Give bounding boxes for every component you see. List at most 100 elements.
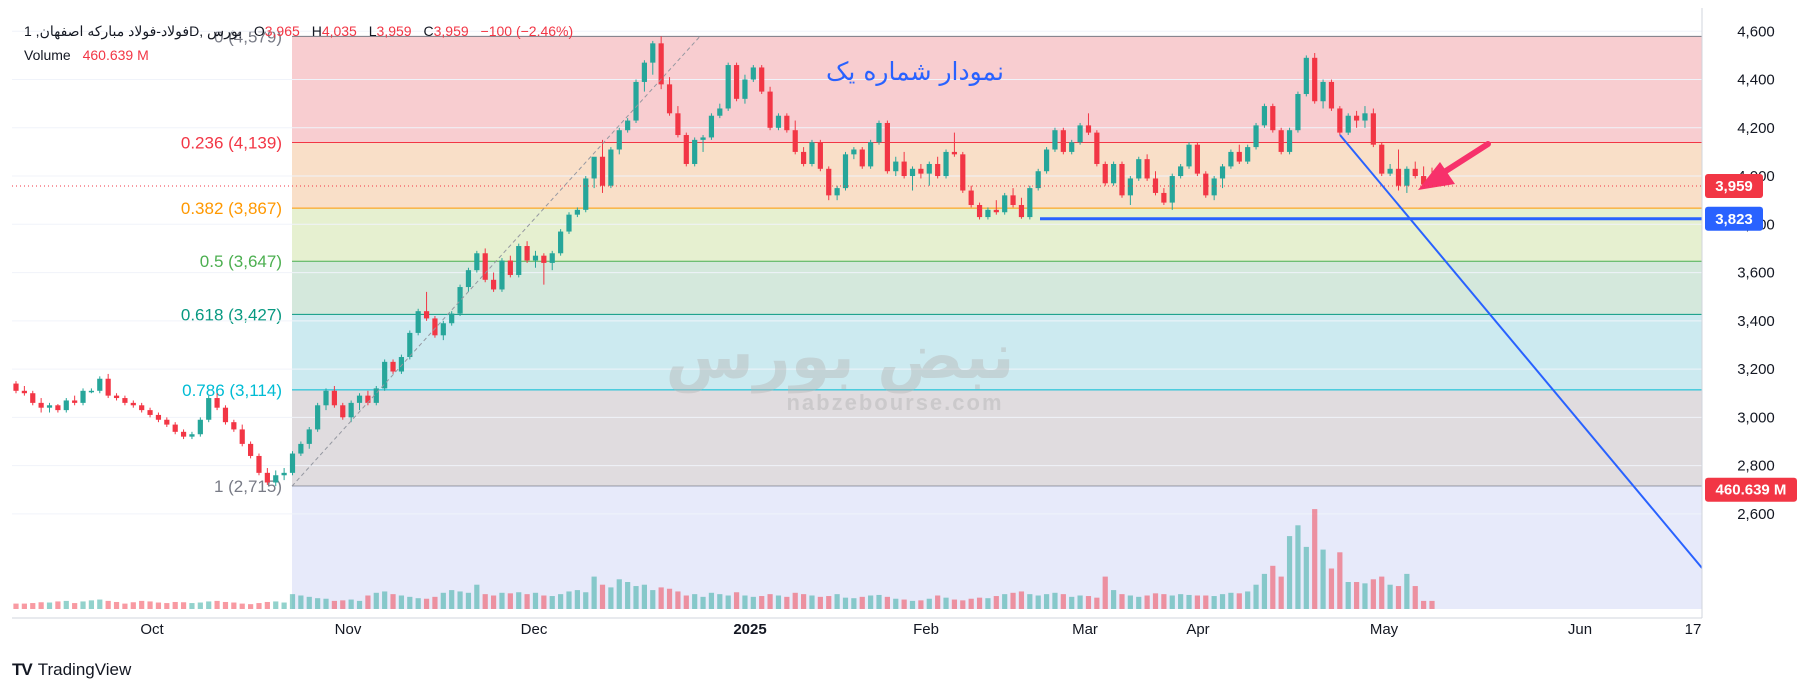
volume-bar: [507, 593, 513, 609]
fib-zone: [292, 208, 1702, 262]
arrow-shaft: [1435, 141, 1491, 179]
candle-body: [1077, 125, 1083, 143]
candle-body: [909, 168, 916, 177]
fib-zone: [292, 314, 1702, 390]
candle-body: [759, 67, 765, 92]
volume-bar: [666, 588, 673, 609]
candle-body: [1236, 151, 1242, 162]
candle-body: [1178, 166, 1184, 177]
candle-body: [775, 115, 782, 128]
volume-bar: [97, 599, 103, 609]
volume-bar: [893, 598, 899, 609]
tradingview-brand[interactable]: TV TradingView: [12, 660, 131, 680]
candle-body: [440, 323, 446, 336]
volume-bar: [717, 594, 723, 609]
candle-body: [264, 472, 270, 483]
fib-zone: [292, 389, 1702, 487]
candle-body: [1353, 115, 1360, 121]
volume-bar: [859, 596, 865, 609]
fib-zone: [292, 142, 1702, 209]
volume-bar: [809, 595, 815, 609]
volume-bar: [935, 595, 941, 609]
volume-legend[interactable]: Volume 460.639 M: [24, 47, 149, 63]
volume-bar: [641, 584, 647, 609]
volume-bar: [750, 596, 756, 609]
candle-body: [214, 398, 220, 408]
candle-body: [1194, 144, 1200, 174]
high-label: H: [311, 23, 322, 39]
volume-bar: [1253, 584, 1259, 609]
volume-bar: [792, 592, 798, 609]
volume-bar: [1395, 586, 1402, 609]
candle-body: [189, 434, 195, 437]
candle-body: [599, 156, 606, 186]
candle-body: [524, 246, 530, 261]
volume-bar: [331, 600, 337, 609]
candle-body: [926, 163, 932, 174]
volume-bar: [113, 601, 120, 609]
candle-body: [1094, 132, 1100, 164]
candle-body: [155, 414, 162, 420]
arrow-head-icon: [1418, 162, 1455, 190]
candle-body: [21, 390, 27, 394]
volume-bar: [315, 598, 321, 609]
candle-body: [281, 472, 287, 476]
volume-bar: [1002, 594, 1008, 609]
volume-bar: [558, 594, 564, 609]
candle-body: [717, 108, 723, 116]
candle-body: [130, 402, 136, 406]
candle-body: [239, 429, 245, 444]
candle-body: [633, 81, 639, 121]
candle-body: [164, 419, 170, 425]
volume-bar: [306, 596, 312, 609]
volume-bar: [1320, 549, 1326, 609]
candle-body: [675, 113, 681, 136]
candle-body: [499, 260, 505, 290]
volume-bar: [1278, 576, 1284, 609]
volume-bar: [147, 601, 153, 609]
candle-body: [432, 318, 438, 336]
candle-body: [1052, 130, 1058, 150]
price-axis[interactable]: 2,6002,8003,0003,2003,4003,6003,8004,000…: [1701, 0, 1812, 648]
fibonacci-retracement[interactable]: 0 (4,579) 0.236 (4,139) 0.382 (3,867) 0.5 (…: [181, 27, 1702, 609]
volume-bar: [909, 600, 916, 609]
volume-bar: [21, 603, 27, 609]
volume-bar: [801, 594, 807, 609]
candle-body: [490, 279, 497, 290]
volume-bar: [206, 601, 212, 609]
open-value: 3,965: [264, 23, 300, 39]
volume-bar: [105, 600, 111, 609]
volume-bar: [951, 599, 958, 609]
symbol-name[interactable]: فولاد-فولاد مبارکه اصفهان, 1D, بورس: [24, 23, 242, 39]
volume-bar: [1077, 595, 1083, 609]
volume-bar: [633, 586, 639, 609]
candle-body: [139, 405, 145, 411]
price-tick-label: 3,600: [1737, 265, 1775, 282]
symbol-legend[interactable]: فولاد-فولاد مبارکه اصفهان, 1D, بورس O3,9…: [24, 23, 573, 40]
volume-bar: [499, 592, 505, 609]
candle-body: [1203, 173, 1209, 196]
volume-bar: [482, 594, 488, 609]
price-tick-label: 2,800: [1737, 458, 1775, 475]
volume-bar: [264, 601, 270, 609]
candles: [13, 36, 1435, 487]
volume-bar: [708, 592, 715, 609]
volume-bar: [1069, 596, 1075, 609]
volume-bar: [1111, 590, 1117, 609]
candle-body: [583, 178, 589, 210]
volume-bar: [1043, 594, 1050, 609]
volume-bar: [1178, 594, 1184, 609]
volume-bar: [566, 591, 572, 609]
volume-bar: [1186, 594, 1192, 609]
time-axis[interactable]: Oct Nov Dec 2025 Feb Mar Apr May Jun 17: [12, 617, 1702, 638]
candle-body: [532, 255, 539, 261]
candle-body: [868, 142, 874, 167]
candle-body: [348, 402, 354, 418]
annotation-title[interactable]: نمودار شماره یک: [826, 57, 1004, 86]
candle-body: [708, 115, 715, 138]
volume-bar: [30, 603, 36, 609]
drawings[interactable]: [12, 36, 1703, 569]
candle-body: [30, 393, 36, 403]
candle-body: [692, 139, 698, 164]
